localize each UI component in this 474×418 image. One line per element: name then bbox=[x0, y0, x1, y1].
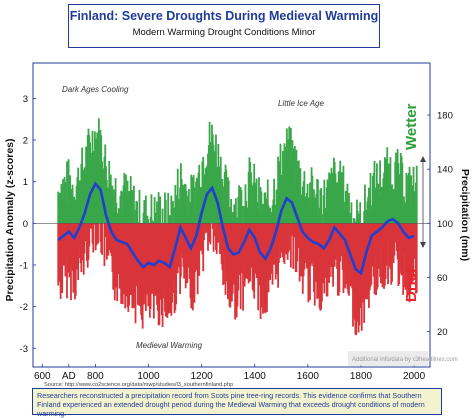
y2-tick-label: 100 bbox=[437, 219, 453, 230]
title-box: Finland: Severe Droughts During Medieval… bbox=[68, 4, 380, 48]
annotation-medieval-warming: Medieval Warming bbox=[136, 341, 203, 350]
bar-wet bbox=[359, 202, 361, 223]
bar-wet bbox=[162, 209, 164, 224]
legend-wetter: Wetter bbox=[403, 103, 420, 150]
bar-wet bbox=[265, 199, 267, 224]
x-tick-label: 800 bbox=[87, 371, 104, 382]
bar-dry bbox=[290, 223, 292, 267]
x-tick-label: 1600 bbox=[297, 371, 320, 382]
x-tick-label: 1200 bbox=[191, 371, 214, 382]
bar-wet bbox=[321, 214, 323, 223]
y-tick-label: -1 bbox=[20, 260, 28, 271]
y2-tick-label: 180 bbox=[437, 111, 453, 122]
y-tick-label: 0 bbox=[23, 219, 28, 230]
bar-wet bbox=[147, 219, 149, 223]
bar-wet bbox=[159, 197, 161, 224]
y-tick-label: -3 bbox=[20, 344, 28, 355]
bar-wet bbox=[416, 166, 418, 224]
bar-wet bbox=[354, 219, 356, 224]
x-tick-label: 1000 bbox=[137, 371, 160, 382]
y-axis-right: 180 140 100 60 20 bbox=[427, 111, 453, 339]
y2-tick-label: 60 bbox=[437, 273, 448, 284]
bar-wet bbox=[172, 201, 174, 223]
bar-wet bbox=[357, 211, 359, 223]
bar-dry bbox=[288, 223, 290, 252]
y2-tick-label: 20 bbox=[437, 327, 448, 338]
caption-box: Researchers reconstructed a precipitatio… bbox=[32, 388, 442, 415]
x-tick-label: AD bbox=[62, 371, 76, 382]
y-tick-label: -2 bbox=[20, 302, 28, 313]
bar-wet bbox=[231, 212, 233, 224]
bar-dry bbox=[92, 223, 94, 252]
bar-wet bbox=[241, 190, 243, 223]
y-tick-label: 3 bbox=[23, 94, 28, 105]
chart-subtitle: Modern Warming Drought Conditions Minor bbox=[69, 27, 379, 38]
bar-wet bbox=[169, 215, 171, 223]
y-axis-title: Precipitation Anomaly (z-scores) bbox=[4, 139, 16, 302]
bar-wet bbox=[155, 213, 157, 223]
bar-wet bbox=[156, 201, 158, 223]
y-tick-label: 2 bbox=[23, 136, 28, 147]
bar-wet bbox=[145, 196, 147, 224]
watermark: Additional info/data by c3headlines.com bbox=[352, 357, 458, 363]
bar-wet bbox=[139, 190, 141, 223]
bar-dry bbox=[209, 223, 211, 244]
x-tick-label: 1400 bbox=[244, 371, 267, 382]
chart-title: Finland: Severe Droughts During Medieval… bbox=[69, 9, 379, 23]
y2-axis-title: Precipitation (mm) bbox=[459, 169, 471, 261]
bar-dry bbox=[97, 223, 99, 243]
bar-dry bbox=[101, 223, 103, 254]
legend-drier: Drier bbox=[403, 267, 420, 302]
annotation-dark-ages: Dark Ages Cooling bbox=[62, 85, 129, 94]
bar-wet bbox=[143, 200, 145, 223]
bar-wet bbox=[350, 202, 352, 223]
bar-wet bbox=[151, 194, 153, 223]
bar-wet bbox=[165, 200, 167, 223]
bar-wet bbox=[233, 204, 235, 223]
bar-dry bbox=[88, 223, 90, 246]
annotation-little-ice-age: Little Ice Age bbox=[278, 99, 325, 108]
bar-wet bbox=[238, 185, 240, 223]
y-tick-label: 1 bbox=[23, 177, 28, 188]
x-tick-label: 600 bbox=[34, 371, 51, 382]
bar-wet bbox=[136, 201, 138, 223]
x-tick-label: 1800 bbox=[350, 371, 373, 382]
y2-tick-label: 140 bbox=[437, 165, 453, 176]
x-tick-label: 2000 bbox=[403, 371, 426, 382]
bar-wet bbox=[133, 186, 135, 224]
bar-wet bbox=[188, 189, 190, 223]
bar-wet bbox=[167, 193, 169, 223]
